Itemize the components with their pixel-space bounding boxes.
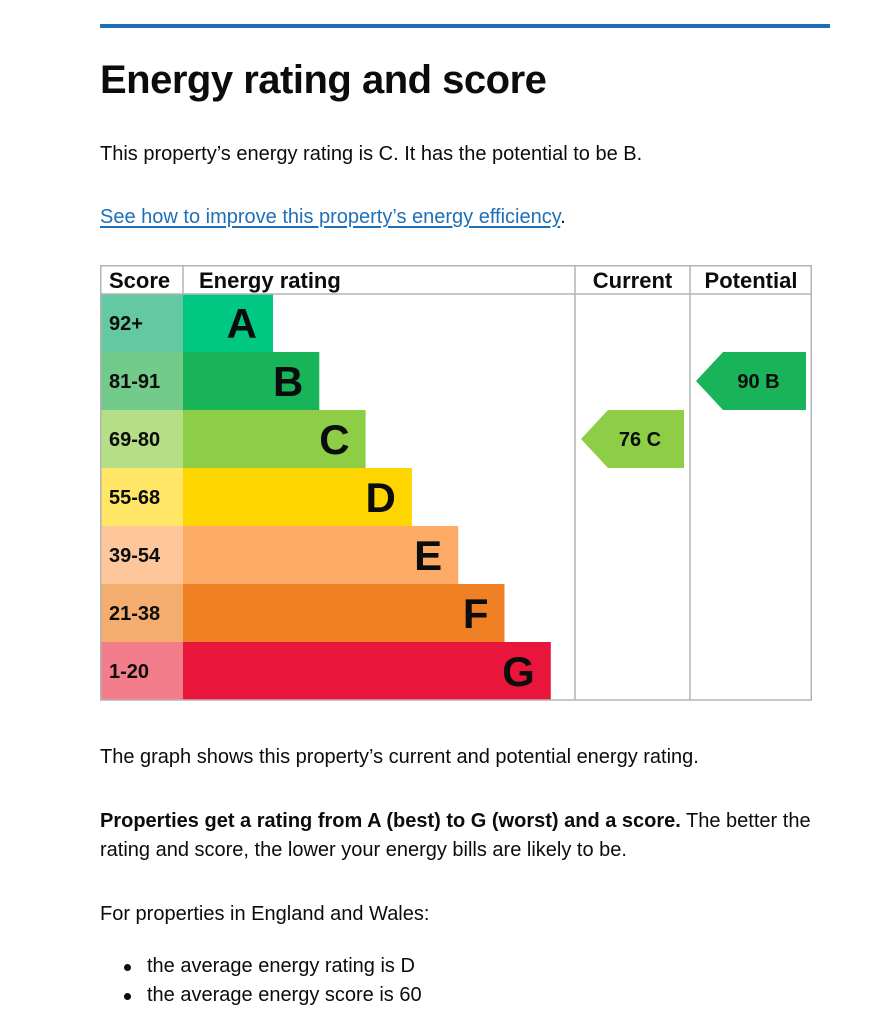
score-cell-g — [100, 642, 183, 700]
score-range-e: 39-54 — [109, 545, 161, 567]
rating-letter-f: F — [463, 590, 489, 637]
rating-bar-e — [183, 526, 459, 584]
top-rule — [100, 24, 830, 28]
score-cell-c — [100, 410, 183, 468]
score-cell-a — [100, 294, 183, 352]
rating-letter-b: B — [273, 358, 303, 405]
score-cell-f — [100, 584, 183, 642]
header-potential: Potential — [705, 268, 798, 293]
properties-bold-text: Properties get a rating from A (best) to… — [100, 810, 681, 832]
potential-rating-arrow — [696, 352, 806, 410]
score-cell-d — [100, 468, 183, 526]
header-current: Current — [593, 268, 673, 293]
energy-rating-chart: Score Energy rating Current Potential 92+ A 81… — [100, 265, 812, 701]
rating-bar-g — [183, 642, 551, 700]
header-energy-rating: Energy rating — [199, 268, 341, 293]
rating-letter-c: C — [319, 416, 349, 463]
average-score-item: the average energy score is 60 — [100, 981, 422, 1010]
score-range-c: 69-80 — [109, 429, 160, 451]
averages-list: the average energy rating is D the avera… — [100, 952, 422, 1010]
graph-note: The graph shows this property’s current … — [100, 746, 699, 768]
score-cell-b — [100, 352, 183, 410]
potential-rating-label: 90 B — [737, 371, 779, 393]
page-title: Energy rating and score — [100, 58, 547, 102]
rating-letter-g: G — [502, 648, 535, 695]
current-rating-arrow — [581, 410, 684, 468]
rating-bar-d — [183, 468, 412, 526]
rating-bar-b — [183, 352, 320, 410]
rating-bar-f — [183, 584, 505, 642]
score-range-d: 55-68 — [109, 487, 160, 509]
rating-bar-a — [183, 294, 273, 352]
improve-paragraph: See how to improve this property’s energ… — [100, 203, 820, 232]
average-rating-item: the average energy rating is D — [100, 952, 422, 981]
rating-bar-c — [183, 410, 366, 468]
header-score: Score — [109, 268, 170, 293]
score-cell-e — [100, 526, 183, 584]
improve-efficiency-link[interactable]: See how to improve this property’s energ… — [100, 206, 561, 228]
score-range-a: 92+ — [109, 313, 143, 335]
current-rating-label: 76 C — [619, 429, 661, 451]
rating-letter-d: D — [366, 474, 396, 521]
rating-letter-a: A — [227, 300, 257, 347]
england-wales-text: For properties in England and Wales: — [100, 903, 430, 925]
score-range-g: 1-20 — [109, 661, 149, 683]
rating-letter-e: E — [414, 532, 442, 579]
score-range-b: 81-91 — [109, 371, 160, 393]
improve-suffix: . — [560, 206, 566, 228]
properties-rest-text: The better the rating and score, the low… — [100, 810, 811, 861]
score-range-f: 21-38 — [109, 603, 160, 625]
intro-text: This property’s energy rating is C. It h… — [100, 143, 643, 165]
properties-paragraph: Properties get a rating from A (best) to… — [100, 807, 820, 865]
